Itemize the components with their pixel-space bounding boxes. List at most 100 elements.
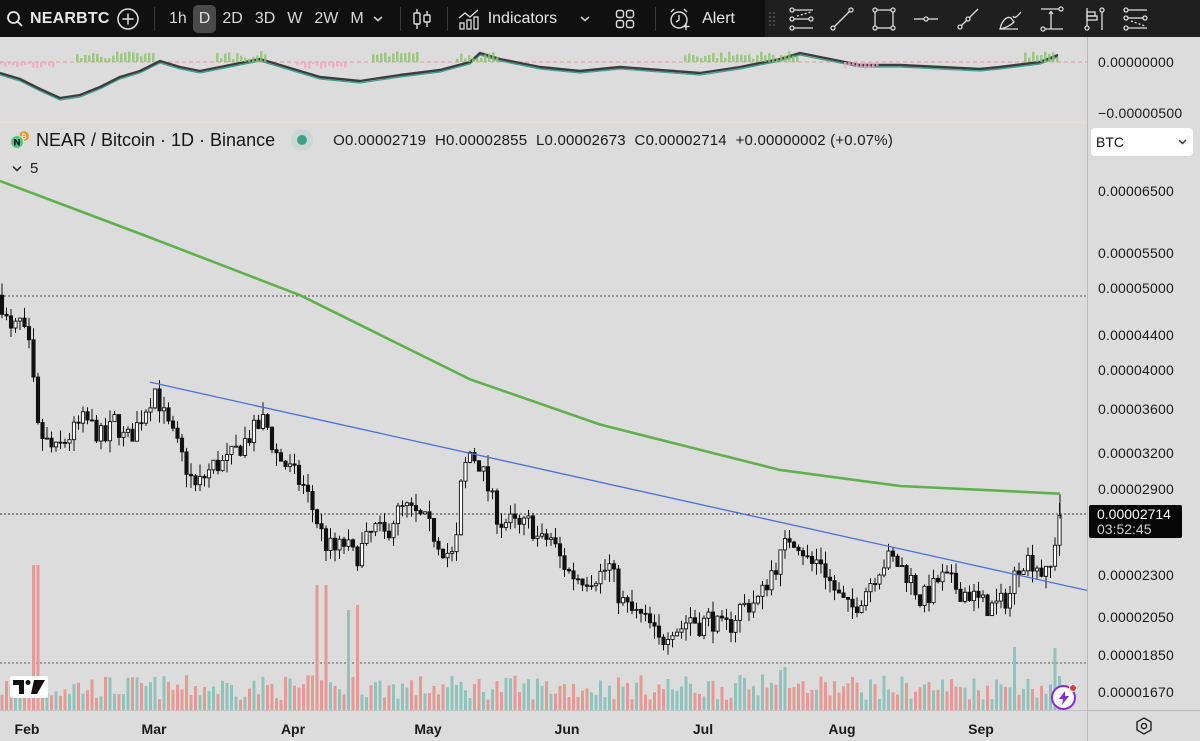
- legend-title[interactable]: NEAR / Bitcoin · 1D · Binance: [36, 129, 276, 150]
- divider: [655, 6, 657, 31]
- open-value: O0.00002719: [333, 131, 427, 149]
- price-axis-label: 0.00003600: [1098, 401, 1174, 417]
- osc-axis-label: −0.00000500: [1098, 105, 1183, 121]
- symbol-label: NEARBTC: [30, 9, 110, 27]
- price-axis-label: 0.00006500: [1098, 183, 1174, 199]
- alarm-clock-icon: [670, 8, 690, 30]
- tradingview-logo-icon: [10, 676, 48, 698]
- osc-axis-label: 0.00000000: [1098, 54, 1174, 70]
- time-axis-label: Aug: [828, 721, 856, 737]
- candlestick-plot: [0, 179, 1087, 710]
- brush-tool[interactable]: [995, 0, 1025, 37]
- price-axis-label: 0.00004400: [1098, 327, 1174, 343]
- price-axis-label: 0.00005000: [1098, 280, 1174, 296]
- long-position-tool[interactable]: [1079, 0, 1109, 37]
- trend-line-icon: [830, 6, 854, 31]
- oscillator-pane[interactable]: [0, 37, 1087, 122]
- symbol-search[interactable]: NEARBTC: [0, 0, 110, 37]
- time-axis-label: Apr: [280, 721, 306, 737]
- indicators-button[interactable]: Indicators: [458, 0, 557, 37]
- high-value: H0.00002855: [434, 131, 528, 149]
- alert-label: Alert: [702, 9, 735, 27]
- timeframe-group: 1h D 2D 3D W 2W M: [163, 0, 370, 37]
- notifications-button[interactable]: [1051, 684, 1077, 710]
- horizontal-line-tool[interactable]: [911, 0, 941, 37]
- chart-settings-button[interactable]: [1087, 710, 1200, 741]
- ray-tool[interactable]: [953, 0, 983, 37]
- timeframe-2d[interactable]: 2D: [222, 9, 243, 27]
- time-axis[interactable]: Feb Mar Apr May Jun Jul Aug Sep: [0, 710, 1087, 741]
- timeframe-m[interactable]: M: [350, 9, 364, 27]
- grid-layout-icon: [615, 9, 635, 28]
- tradingview-logo[interactable]: [10, 676, 48, 698]
- divider: [446, 6, 448, 31]
- price-axis-label: 0.00001670: [1098, 684, 1174, 700]
- measure-tool[interactable]: [1037, 0, 1067, 37]
- price-axis-label: 0.00002050: [1098, 609, 1174, 625]
- price-axis-label: 0.00001850: [1098, 647, 1174, 663]
- pitchfork-icon: [1123, 6, 1148, 31]
- chevron-down-icon: [373, 15, 383, 22]
- layouts-button[interactable]: [615, 0, 635, 37]
- divider: [399, 6, 401, 31]
- near-btc-pair-icon: ₿N: [10, 131, 29, 149]
- brush-icon: [999, 11, 1022, 30]
- indicators-dropdown[interactable]: [579, 0, 591, 37]
- currency-value: BTC: [1096, 134, 1124, 150]
- time-axis-label: Sep: [968, 721, 994, 737]
- market-status-indicator[interactable]: [291, 129, 314, 151]
- macd-plot: [0, 51, 1087, 101]
- time-axis-label: Feb: [14, 721, 40, 737]
- rectangle-tool[interactable]: [869, 0, 899, 37]
- timeframe-d[interactable]: D: [192, 4, 217, 33]
- grip-dots-icon: [769, 11, 775, 26]
- measure-icon: [1040, 5, 1064, 32]
- pane-divider[interactable]: [0, 122, 1200, 123]
- drawing-toolbar: [765, 0, 1200, 37]
- close-value: C0.00002714: [634, 131, 727, 149]
- fib-retracement-tool[interactable]: [787, 0, 817, 37]
- horizontal-line-icon: [914, 15, 938, 22]
- time-axis-label: Mar: [141, 721, 167, 737]
- ohlc-values: O0.00002719 H0.00002855 L0.00002673 C0.0…: [333, 132, 893, 149]
- status-dot-icon: [297, 135, 308, 145]
- main-price-pane[interactable]: [0, 123, 1087, 710]
- timeframe-w[interactable]: W: [287, 9, 303, 27]
- symbol-legend: ₿ N NEAR / Bitcoin · 1D · Binance O0.0000…: [10, 129, 893, 151]
- drag-handle[interactable]: [765, 0, 779, 37]
- notification-dot: [1069, 684, 1077, 692]
- collapsed-indicator-count: 5: [30, 160, 39, 177]
- compare-add-button[interactable]: [116, 0, 140, 37]
- timeframe-3d[interactable]: 3D: [254, 9, 276, 27]
- last-price-value: 0.00002714: [1097, 506, 1171, 522]
- price-axis-label: 0.00002900: [1098, 481, 1174, 497]
- price-axis-label: 0.00003200: [1098, 445, 1174, 461]
- indicators-icon: [458, 8, 479, 30]
- chevron-down-icon: [580, 15, 590, 22]
- alert-button[interactable]: Alert: [668, 0, 735, 37]
- rectangle-icon: [872, 6, 896, 31]
- plus-circle-icon: [117, 7, 139, 30]
- currency-select[interactable]: BTC: [1091, 128, 1193, 156]
- price-axis-label: 0.00005500: [1098, 245, 1174, 261]
- timeframe-2w[interactable]: 2W: [314, 9, 339, 27]
- chart-type-button[interactable]: [411, 0, 433, 37]
- low-value: L0.00002673: [536, 131, 626, 149]
- candles-icon: [413, 8, 431, 29]
- timeframe-dropdown[interactable]: [372, 0, 384, 37]
- svg-text:₿: ₿: [21, 133, 26, 141]
- chevron-down-icon: [1178, 139, 1187, 145]
- timeframe-1h[interactable]: 1h: [169, 9, 187, 27]
- long-position-icon: [1084, 6, 1105, 31]
- settings-hexagon-icon: [1136, 717, 1152, 735]
- indicators-collapse-toggle[interactable]: 5: [12, 160, 38, 177]
- last-price-label: 0.00002714 03:52:45: [1089, 505, 1182, 538]
- ray-icon: [957, 8, 979, 30]
- top-toolbar: NEARBTC 1h D 2D 3D W 2W M Indicators Alert: [0, 0, 1200, 37]
- pitchfork-tool[interactable]: [1121, 0, 1151, 37]
- divider: [154, 6, 155, 31]
- search-icon: [7, 10, 23, 27]
- trend-line-tool[interactable]: [827, 0, 857, 37]
- time-axis-label: May: [414, 721, 442, 737]
